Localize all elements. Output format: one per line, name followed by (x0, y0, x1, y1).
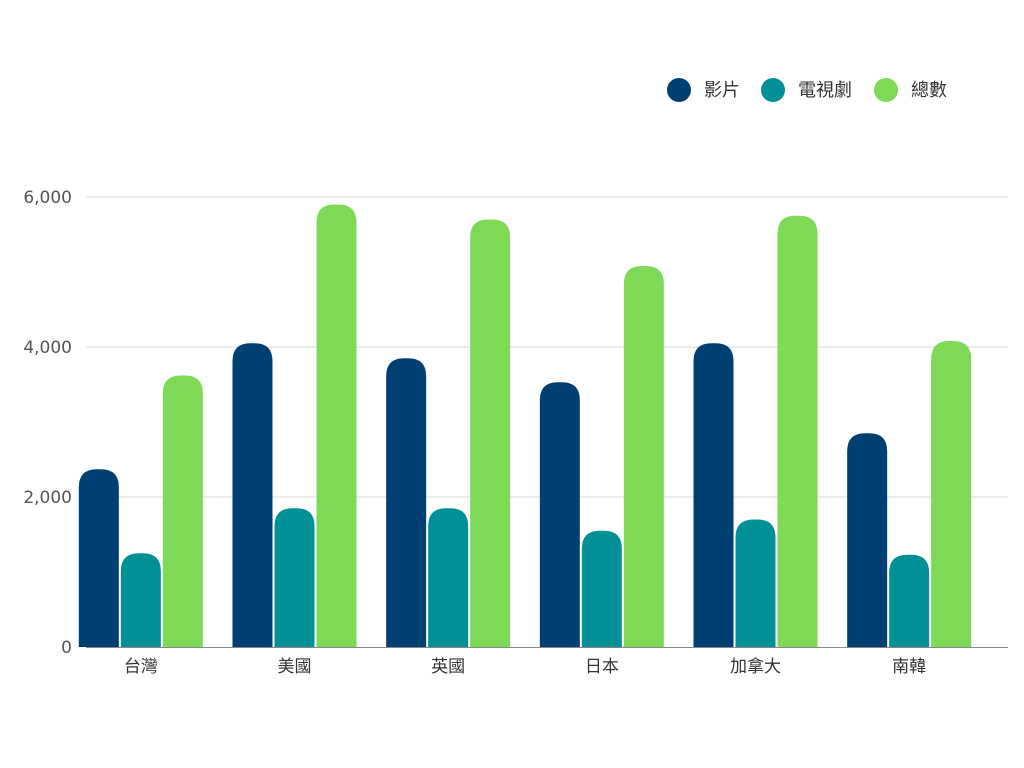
legend-swatch (761, 78, 785, 102)
y-axis-ticks: 0 2,000 4,000 6,000 (23, 188, 72, 658)
bar-台灣-總數 (162, 375, 203, 647)
bar-加拿大-影片 (693, 343, 734, 647)
bar-南韓-電視劇 (889, 554, 930, 647)
y-tick-label: 6,000 (23, 188, 72, 208)
bar-美國-電視劇 (274, 508, 315, 647)
legend-label: 總數 (911, 80, 947, 101)
x-category-label: 美國 (278, 657, 312, 677)
bars (78, 204, 972, 647)
x-axis-labels: 台灣 美國 英國 日本 加拿大 南韓 (124, 656, 926, 677)
legend-swatch (667, 78, 691, 102)
x-category-label: 南韓 (892, 657, 926, 677)
legend-swatch (874, 78, 898, 102)
bar-南韓-影片 (847, 433, 888, 647)
bar-英國-總數 (470, 219, 511, 647)
x-category-label: 英國 (431, 657, 465, 677)
bar-日本-總數 (623, 266, 664, 647)
x-category-label: 台灣 (124, 657, 158, 677)
bar-英國-影片 (386, 358, 427, 647)
bar-南韓-總數 (931, 341, 972, 647)
legend-label: 影片 (704, 80, 740, 101)
legend-label: 電視劇 (798, 80, 852, 101)
y-tick-label: 0 (61, 638, 72, 658)
y-tick-label: 4,000 (23, 338, 72, 358)
x-category-label: 加拿大 (730, 656, 781, 677)
bar-加拿大-總數 (777, 215, 818, 647)
bar-美國-總數 (316, 204, 357, 647)
legend-item: 電視劇 (761, 78, 852, 102)
legend: 影片 電視劇 總數 (667, 78, 947, 102)
bar-日本-電視劇 (581, 530, 622, 647)
bar-日本-影片 (539, 382, 580, 647)
y-tick-label: 2,000 (23, 488, 72, 508)
x-category-label: 日本 (585, 657, 619, 677)
bar-台灣-影片 (78, 469, 119, 647)
legend-item: 影片 (667, 78, 740, 102)
bar-美國-影片 (232, 343, 273, 647)
legend-item: 總數 (874, 78, 947, 102)
bar-台灣-電視劇 (120, 553, 161, 647)
bar-英國-電視劇 (428, 508, 469, 647)
bar-加拿大-電視劇 (735, 519, 776, 647)
